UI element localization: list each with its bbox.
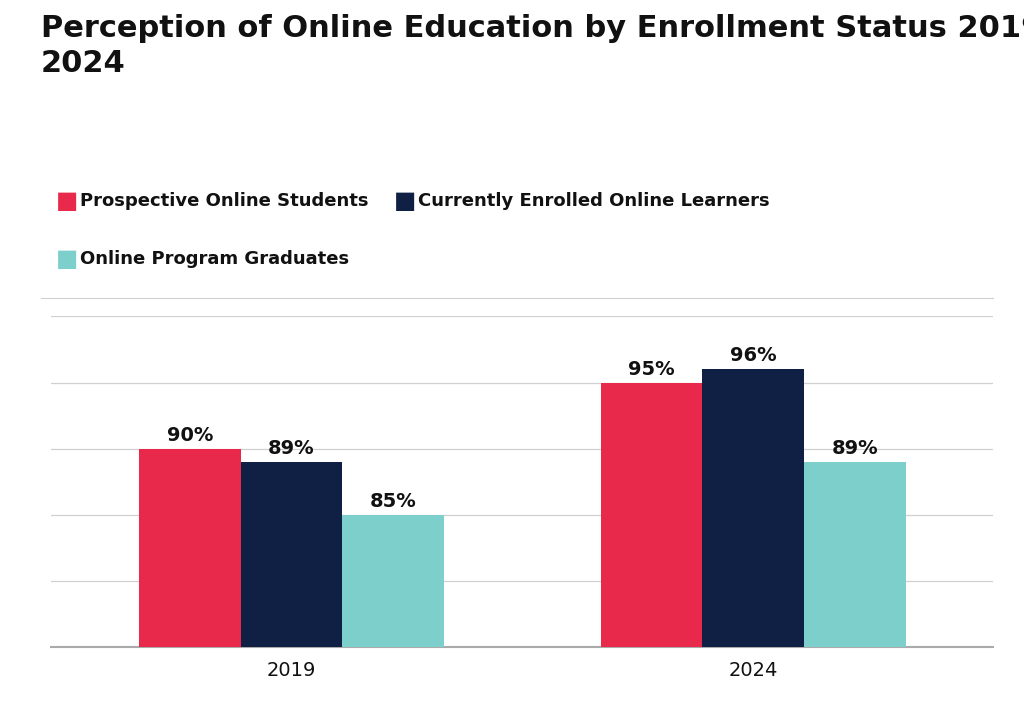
Text: 96%: 96% xyxy=(730,347,776,365)
Bar xyxy=(139,449,241,719)
Bar xyxy=(601,383,702,719)
Text: ■: ■ xyxy=(56,189,79,214)
Text: 90%: 90% xyxy=(167,426,213,444)
Text: ■: ■ xyxy=(56,247,79,271)
Bar xyxy=(804,462,905,719)
Text: 95%: 95% xyxy=(629,360,675,378)
Text: Perception of Online Education by Enrollment Status 2019-
2024: Perception of Online Education by Enroll… xyxy=(41,14,1024,78)
Text: 89%: 89% xyxy=(831,439,878,458)
Text: 85%: 85% xyxy=(370,492,417,510)
Bar xyxy=(702,370,804,719)
Text: Online Program Graduates: Online Program Graduates xyxy=(80,249,349,268)
Text: Prospective Online Students: Prospective Online Students xyxy=(80,192,369,211)
Bar xyxy=(342,515,443,719)
Text: Currently Enrolled Online Learners: Currently Enrolled Online Learners xyxy=(418,192,769,211)
Text: 89%: 89% xyxy=(268,439,314,458)
Bar xyxy=(241,462,342,719)
Text: ■: ■ xyxy=(394,189,417,214)
